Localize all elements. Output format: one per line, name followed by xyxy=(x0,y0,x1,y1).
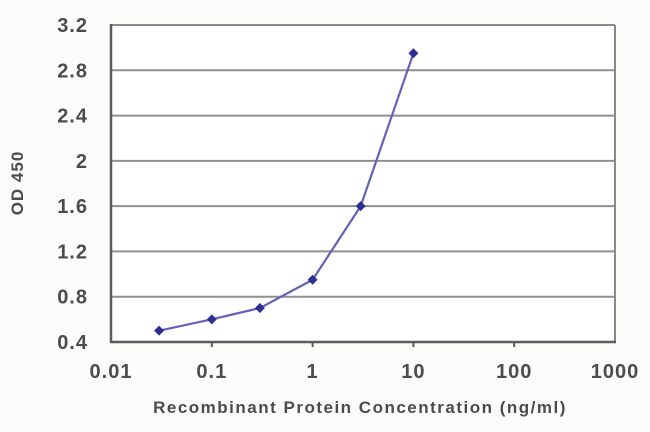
data-point-marker xyxy=(307,274,318,285)
x-tick-label: 1000 xyxy=(591,361,640,383)
x-tick-label: 10 xyxy=(401,361,425,383)
data-point-marker xyxy=(206,314,217,325)
x-axis-title: Recombinant Protein Concentration (ng/ml… xyxy=(153,398,567,417)
x-tick-label: 1 xyxy=(307,361,319,383)
y-axis-title: OD 450 xyxy=(8,150,27,216)
data-line xyxy=(157,52,415,332)
data-point-marker xyxy=(355,201,366,212)
y-tick-label: 1.2 xyxy=(57,241,88,263)
y-tick-label: 3.2 xyxy=(57,15,88,37)
y-tick-label: 0.8 xyxy=(57,287,88,309)
x-tick-label: 100 xyxy=(496,361,532,383)
y-tick-label: 2.8 xyxy=(57,60,88,82)
x-tick-label: 0.1 xyxy=(196,361,227,383)
plot-area xyxy=(111,25,615,342)
data-point-marker xyxy=(154,325,165,336)
data-point-marker xyxy=(254,303,265,314)
x-tick-label: 0.01 xyxy=(90,361,133,383)
y-tick-label: 1.6 xyxy=(57,196,88,218)
y-tick-label: 2.4 xyxy=(57,106,88,128)
data-point-marker xyxy=(408,48,419,59)
y-tick-label: 2 xyxy=(76,151,88,173)
y-tick-label: 0.4 xyxy=(57,332,88,354)
